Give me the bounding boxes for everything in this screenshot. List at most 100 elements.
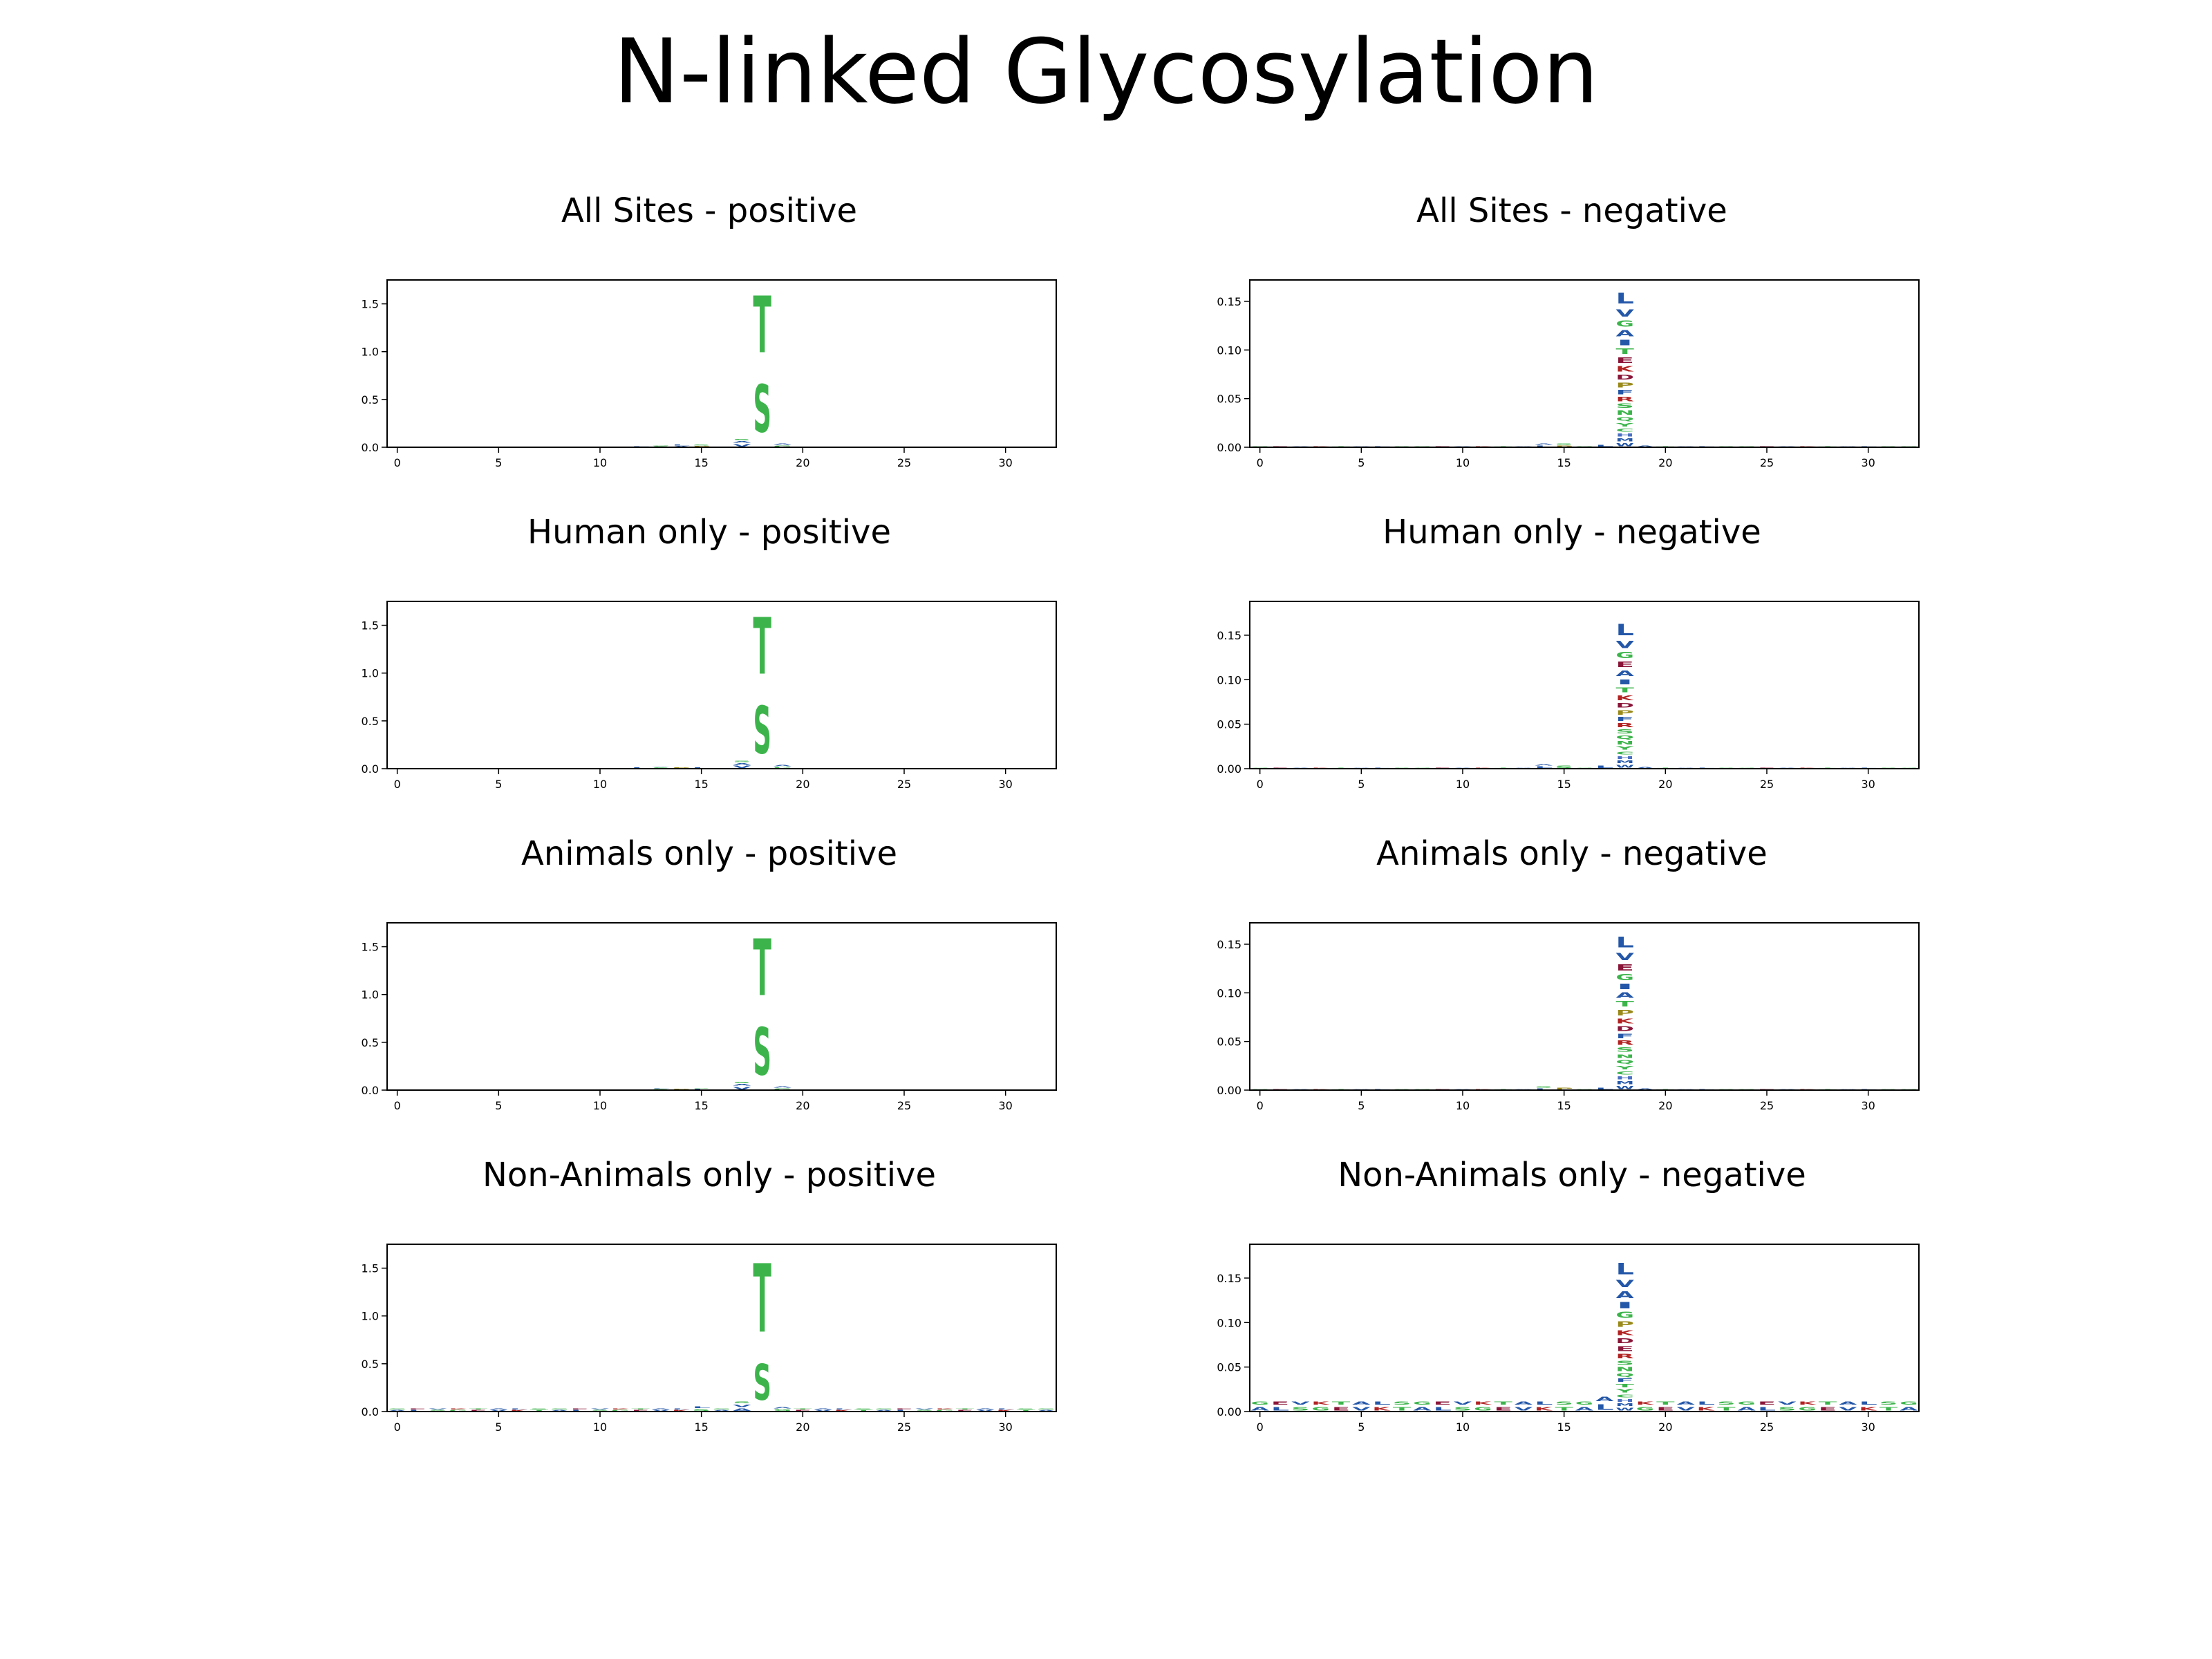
logo-letter-d: D [1615, 373, 1633, 381]
logo-plot-area: AGLESVGKETVAKLTSAGLESVGKETVAAGETVAKLTSAG… [1250, 933, 1918, 1090]
logo-letter-a: A [1575, 1405, 1593, 1412]
logo-letter-t: T [854, 1409, 873, 1412]
logo-letter-s: S [1393, 1401, 1411, 1406]
logo-letter-f: F [1615, 1378, 1633, 1383]
logo-plot-area: AGLESVGKETVAKLTSAGLESVGKETVAKLTSAGGKETVA… [1250, 1260, 1918, 1412]
x-tick-label: 30 [998, 456, 1012, 469]
logo-letter-k: K [1615, 694, 1634, 702]
logo-letter-k: K [1372, 1405, 1390, 1412]
y-tick-label: 1.0 [362, 1310, 379, 1323]
y-tick-label: 1.0 [362, 346, 379, 359]
logo-letter-a: A [814, 1408, 832, 1409]
logo-letter-g: G [652, 445, 670, 446]
logo-letter-g: G [449, 1409, 467, 1412]
logo-letter-e: E [570, 1408, 588, 1409]
logo-letter-l: L [1615, 1260, 1633, 1278]
logo-letter-v: V [733, 443, 751, 447]
x-tick-label: 20 [796, 1421, 809, 1434]
x-tick-label: 5 [495, 1421, 502, 1434]
logo-letter-t: T [1615, 1000, 1634, 1009]
x-tick-label: 5 [1358, 1099, 1365, 1112]
logo-letter-t: T [753, 1244, 771, 1354]
logo-letter-s: S [1880, 1401, 1897, 1406]
logo-letter-k: K [1474, 1401, 1492, 1406]
logo-letter-l: L [1595, 765, 1613, 769]
logo-letter-v: V [915, 1408, 934, 1409]
logo-letter-g: G [774, 445, 791, 447]
logo-letter-f: F [1615, 389, 1633, 396]
logo-letter-t: T [469, 1408, 488, 1409]
logo-letter-a: A [1615, 329, 1634, 339]
logo-letter-a: A [489, 1408, 508, 1409]
logo-letter-e: E [794, 1409, 812, 1412]
logo-letter-l: L [692, 1406, 710, 1409]
logo-letter-e: E [1494, 1405, 1512, 1412]
logo-letter-g: G [1615, 319, 1633, 328]
logo-letter-v: V [976, 1409, 995, 1412]
logo-letter-a: A [1636, 1088, 1655, 1090]
logo-letter-s: S [1555, 765, 1573, 769]
logo-letter-e: E [409, 1408, 427, 1409]
logo-letter-p: P [1555, 1087, 1573, 1090]
x-tick-label: 25 [897, 1099, 911, 1112]
y-tick-label: 0.0 [362, 441, 379, 454]
y-tick-label: 0.05 [1217, 393, 1241, 406]
logo-letter-s: S [1393, 1089, 1411, 1090]
logo-letter-r: R [1615, 396, 1633, 403]
logo-letter-q: Q [1615, 1059, 1633, 1065]
logo-letter-s: S [733, 760, 751, 762]
logo-letter-l: L [1859, 1089, 1877, 1090]
logo-letter-l: L [1372, 1089, 1390, 1090]
logo-letter-g: G [1311, 1406, 1329, 1412]
y-tick-label: 1.0 [362, 988, 379, 1002]
logo-letter-s: S [753, 1356, 771, 1412]
logo-letter-a: A [1413, 1405, 1431, 1412]
logo-letter-l: L [1535, 445, 1553, 447]
logo-letter-l: L [1372, 1401, 1391, 1406]
logo-letter-k: K [1615, 1018, 1634, 1025]
logo-letter-a: A [733, 1083, 751, 1086]
x-tick-label: 20 [1658, 1099, 1672, 1112]
logo-letter-k: K [996, 1409, 1015, 1412]
y-tick-label: 0.10 [1217, 344, 1241, 357]
logo-letter-k: K [509, 1409, 528, 1412]
logo-letter-n: N [1615, 1053, 1633, 1059]
logo-letter-l: L [895, 1409, 913, 1412]
logo-letter-l: L [1535, 766, 1553, 769]
logo-letter-t: T [1615, 1383, 1633, 1389]
y-tick-label: 1.5 [362, 941, 379, 954]
logo-panel: AGLESVGKETVAKLTSAGLESVGKETVAKLAGETVAKLTS… [362, 1244, 1057, 1434]
logo-letter-s: S [1717, 1089, 1735, 1090]
logo-letter-k: K [1636, 1401, 1654, 1406]
y-tick-label: 1.0 [362, 667, 379, 680]
logo-letter-g: G [1900, 1089, 1918, 1090]
logo-letter-v: V [733, 1086, 751, 1090]
logo-letter-h: H [1615, 1398, 1633, 1403]
logo-letter-k: K [449, 1408, 467, 1409]
logo-letter-t: T [1880, 1405, 1897, 1412]
panel-title-all-negative: All Sites - negative [1416, 191, 1727, 230]
panel-title-animals-positive: Animals only - positive [521, 834, 897, 873]
x-tick-label: 20 [1658, 1421, 1672, 1434]
logo-letter-a: A [1352, 1400, 1370, 1405]
x-tick-label: 20 [796, 456, 809, 469]
logo-letter-e: E [956, 1409, 974, 1412]
axes-frame [1249, 601, 1920, 769]
logo-panel: AGLESVGKETVAKLTSAGLESVGKETVAAGETVAKLTSAG… [1217, 279, 1920, 469]
logo-letter-w: W [1615, 1407, 1633, 1412]
logo-letter-l: L [1535, 1401, 1553, 1406]
panel-title-all-positive: All Sites - positive [561, 191, 858, 230]
panel-title-human-positive: Human only - positive [527, 513, 891, 552]
y-tick-label: 0.10 [1217, 1316, 1241, 1329]
logo-letter-a: A [1615, 1290, 1633, 1300]
logo-letter-l: L [996, 1408, 1014, 1409]
logo-letter-r: R [1615, 1353, 1633, 1360]
logo-letter-e: E [1615, 963, 1633, 973]
logo-letter-i: I [1615, 338, 1633, 347]
y-tick-label: 0.15 [1217, 629, 1241, 642]
axes-frame [1249, 279, 1920, 448]
logo-letter-g: G [1615, 650, 1633, 660]
logo-letter-t: T [1393, 1405, 1411, 1412]
logo-letter-l: L [1697, 1089, 1715, 1090]
y-tick-label: 1.5 [362, 619, 379, 632]
